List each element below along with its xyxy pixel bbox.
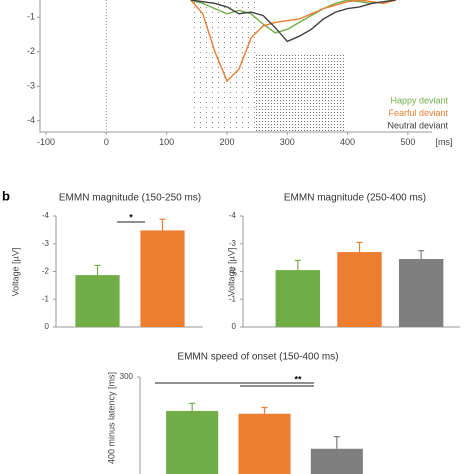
bar: [166, 410, 219, 474]
y-tick-label: -4: [229, 211, 237, 220]
bar: [75, 275, 120, 327]
chart-title: EMMN magnitude (250-400 ms): [284, 193, 426, 204]
y-tick-label: 0: [232, 322, 237, 331]
x-tick-label: 300: [280, 137, 295, 147]
legend-entry: Fearful deviant: [388, 108, 448, 118]
y-tick-label: -3: [229, 239, 237, 248]
bar: [337, 252, 382, 327]
significance-label: **: [294, 374, 302, 384]
y-tick-label: -2: [229, 267, 237, 276]
y-tick-label: 300: [120, 372, 134, 381]
y-tick-label: -1: [42, 294, 50, 303]
x-axis-label: [ms]: [436, 137, 453, 147]
y-tick-label: -1: [27, 12, 35, 22]
lines: [190, 0, 396, 83]
y-tick-label: -4: [27, 115, 35, 125]
x-tick-label: -100: [37, 137, 55, 147]
significance-region: [194, 0, 255, 132]
bar: [398, 259, 444, 327]
legend-entry: Neutral deviant: [387, 120, 448, 130]
panel-label: b: [2, 188, 10, 203]
significance-label: *: [129, 212, 133, 222]
bar: [275, 270, 321, 327]
x-tick-label: 400: [340, 137, 355, 147]
y-tick-label: -4: [42, 211, 50, 220]
series-line: [190, 0, 396, 43]
legend-entry: Happy deviant: [390, 95, 448, 105]
y-tick-label: 0: [45, 322, 50, 331]
series-line: [190, 0, 396, 34]
y-tick-label: -3: [27, 81, 35, 91]
y-tick-label: -1: [229, 294, 237, 303]
x-tick-label: 0: [104, 137, 109, 147]
significance-region: [255, 55, 346, 132]
chart-title: EMMN magnitude (150-250 ms): [59, 193, 201, 204]
bar: [140, 230, 185, 327]
x-tick-label: 200: [219, 137, 234, 147]
series-line: [190, 0, 396, 83]
x-tick-label: 100: [159, 137, 174, 147]
y-axis-label: Voltage [µV]: [226, 248, 236, 297]
y-axis-label: Voltage [µV]: [10, 248, 20, 297]
chart-title: EMMN speed of onset (150-400 ms): [177, 352, 338, 363]
bar: [310, 448, 363, 474]
bar: [238, 413, 291, 474]
y-axis-label: 400 minus latency [ms]: [106, 372, 116, 464]
y-tick-label: -3: [42, 239, 50, 248]
x-tick-label: 500: [400, 137, 415, 147]
y-tick-label: -2: [27, 46, 35, 56]
y-tick-label: -2: [42, 267, 50, 276]
